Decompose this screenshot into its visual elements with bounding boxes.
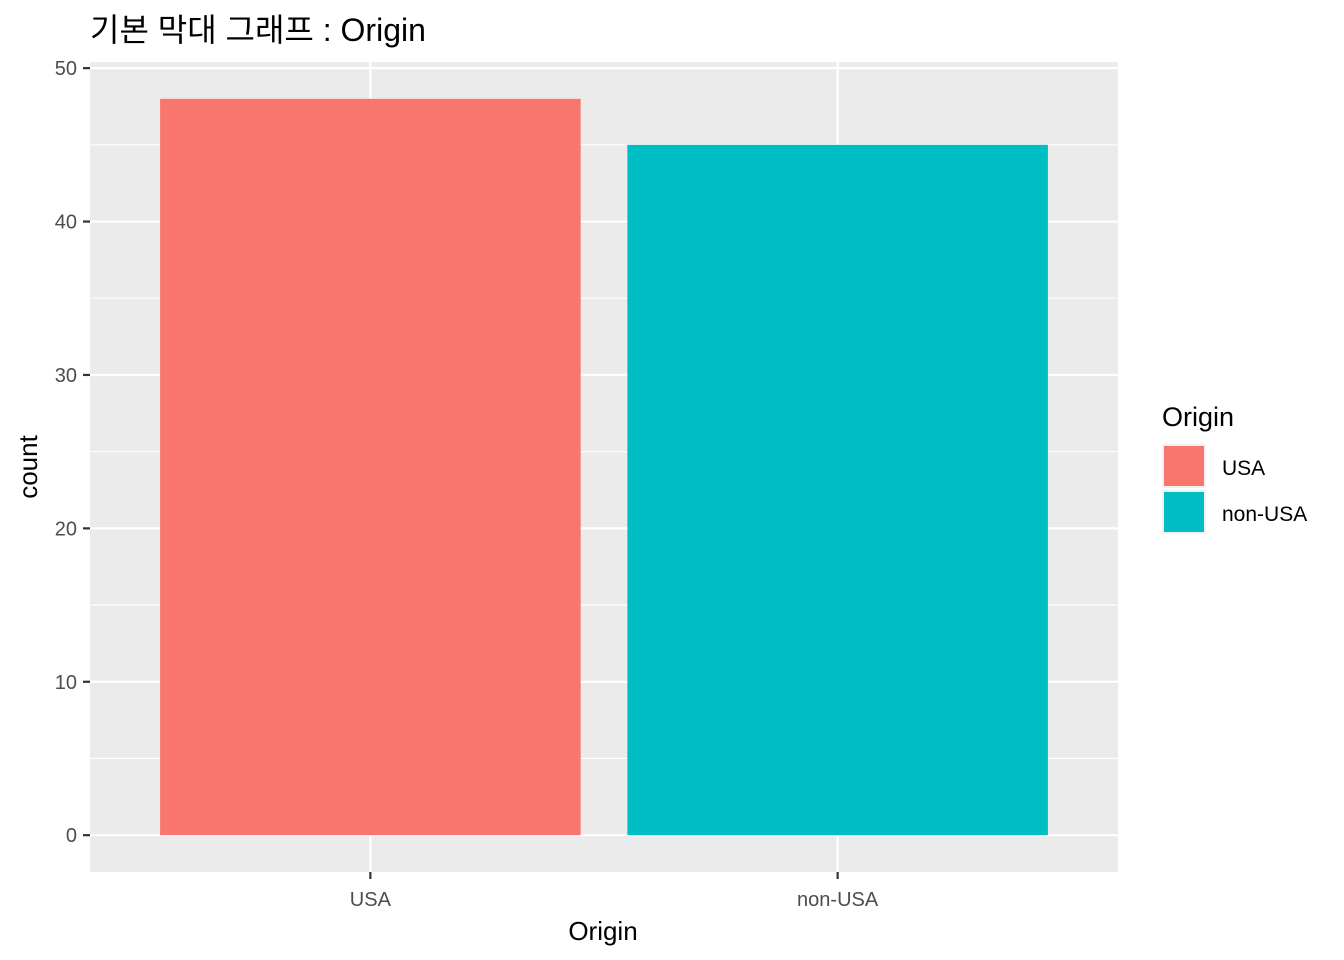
- legend: Origin USA non-USA: [1162, 402, 1307, 534]
- bar-non-usa: [627, 144, 1048, 836]
- y-tick-label: 0: [66, 825, 77, 847]
- legend-swatch: [1164, 446, 1204, 486]
- y-tick-label: 20: [55, 518, 77, 540]
- x-tick-label: non-USA: [797, 889, 879, 911]
- y-axis: 0 10 20 30 40 50: [55, 58, 90, 847]
- legend-swatch: [1164, 492, 1204, 532]
- x-axis: USA non-USA: [350, 872, 879, 911]
- x-axis-title: Origin: [568, 916, 637, 946]
- y-axis-title: count: [13, 434, 43, 498]
- x-tick-label: USA: [350, 889, 392, 911]
- chart-title: 기본 막대 그래프 : Origin: [90, 12, 426, 48]
- bar-usa: [160, 98, 581, 836]
- legend-label: USA: [1222, 457, 1265, 480]
- y-tick-label: 50: [55, 58, 77, 80]
- legend-title: Origin: [1162, 402, 1234, 432]
- y-tick-label: 40: [55, 212, 77, 234]
- legend-label: non-USA: [1222, 503, 1307, 526]
- bars: [160, 98, 1048, 836]
- y-tick-label: 30: [55, 365, 77, 387]
- y-tick-label: 10: [55, 672, 77, 694]
